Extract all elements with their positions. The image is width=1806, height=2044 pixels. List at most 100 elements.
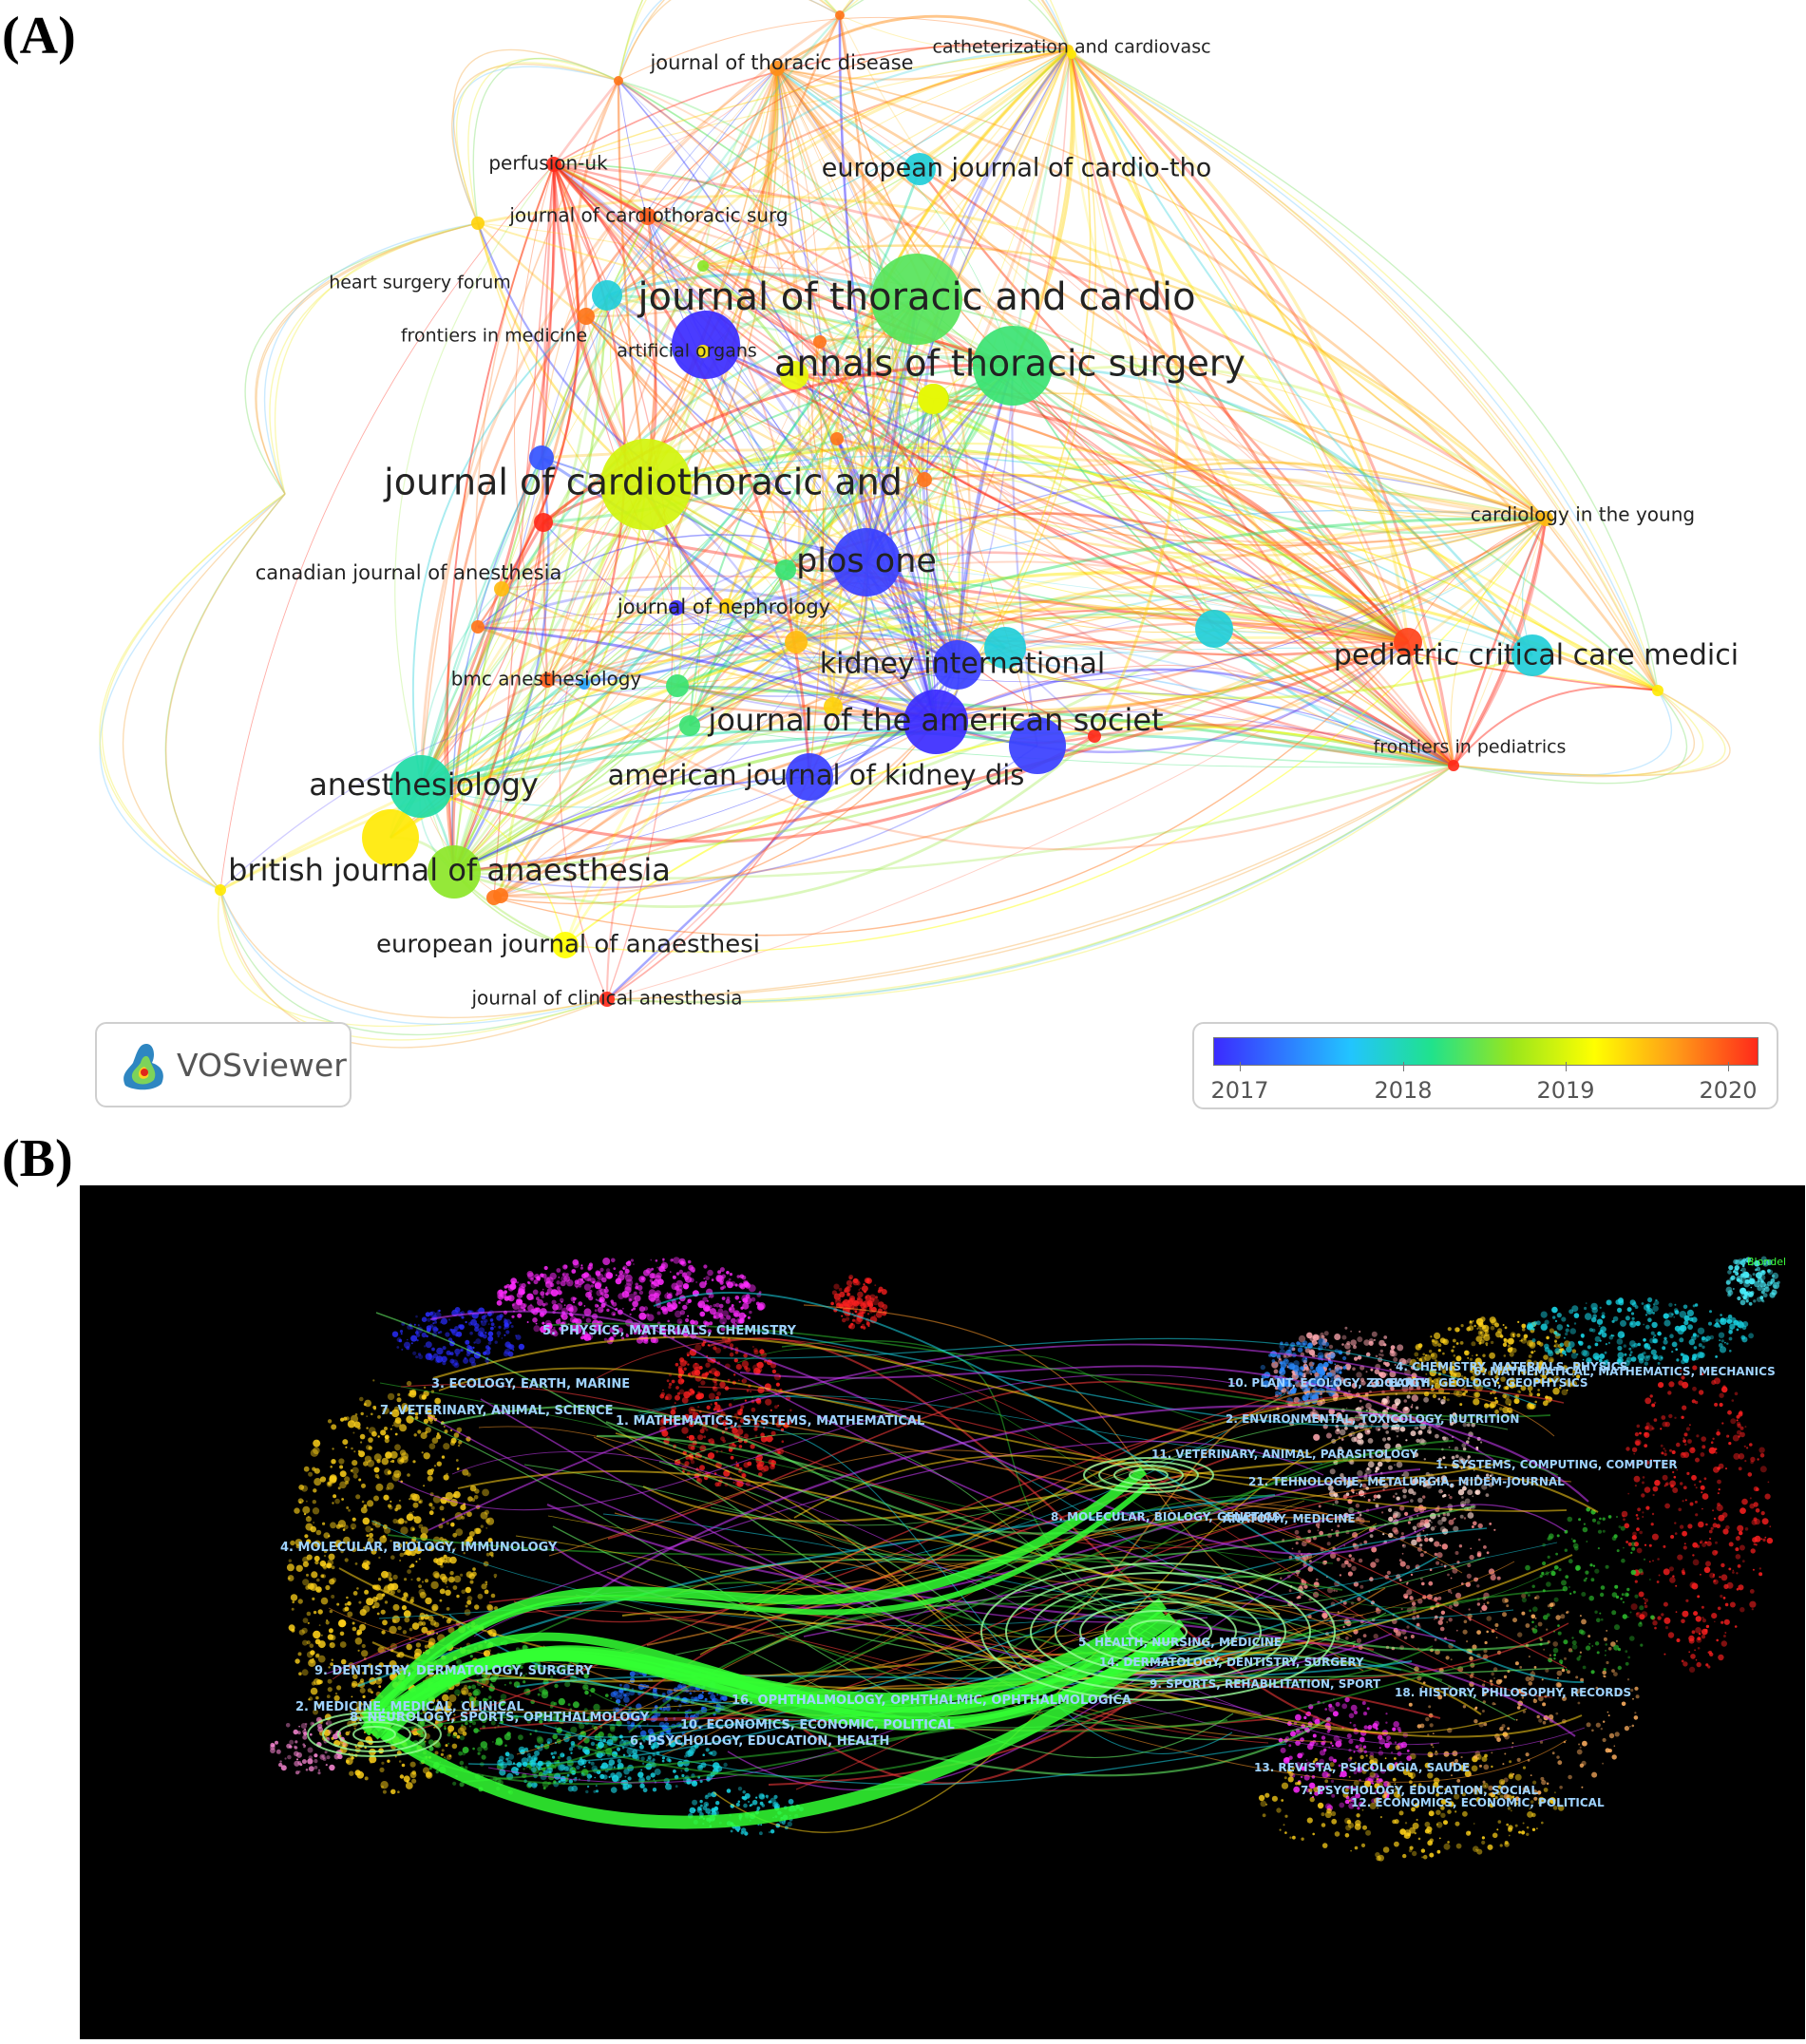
journal-node[interactable] <box>719 598 734 614</box>
journal-point <box>1682 1545 1687 1550</box>
journal-node[interactable] <box>552 932 579 958</box>
journal-node[interactable] <box>679 715 700 736</box>
journal-node[interactable] <box>1394 628 1422 656</box>
journal-node[interactable] <box>486 890 502 905</box>
journal-point <box>1710 1526 1714 1530</box>
journal-point <box>624 1775 627 1778</box>
journal-point <box>1565 1328 1569 1333</box>
journal-point <box>429 1619 437 1626</box>
journal-point <box>625 1333 628 1335</box>
journal-point <box>760 1824 763 1826</box>
journal-node[interactable] <box>1652 685 1663 696</box>
journal-node[interactable] <box>546 157 561 172</box>
journal-node[interactable] <box>830 432 844 445</box>
network-edges <box>99 0 1731 1049</box>
journal-point <box>436 1699 440 1703</box>
journal-node[interactable] <box>669 600 684 615</box>
journal-point <box>532 1672 535 1675</box>
network-edge <box>420 483 647 787</box>
journal-point <box>610 1692 617 1697</box>
journal-point <box>734 1351 739 1354</box>
journal-node[interactable] <box>1195 610 1233 648</box>
journal-point <box>1538 1342 1544 1347</box>
journal-node[interactable] <box>471 217 485 230</box>
journal-point <box>741 1380 744 1382</box>
network-edge <box>477 625 937 724</box>
journal-node[interactable] <box>672 311 740 379</box>
journal-node[interactable] <box>1009 717 1066 774</box>
journal-node[interactable] <box>471 620 485 634</box>
journal-node[interactable] <box>1088 729 1101 743</box>
journal-point <box>447 1626 455 1634</box>
journal-point <box>841 1315 844 1317</box>
journal-point <box>1599 1339 1602 1342</box>
journal-point <box>458 1751 463 1756</box>
network-edge <box>776 67 972 666</box>
journal-node[interactable] <box>903 153 936 185</box>
journal-point <box>1650 1523 1654 1526</box>
journal-point <box>330 1642 333 1645</box>
journal-node[interactable] <box>600 439 692 530</box>
journal-node[interactable] <box>696 345 710 358</box>
journal-node[interactable] <box>785 631 808 653</box>
journal-point <box>630 1298 632 1300</box>
journal-node[interactable] <box>697 260 709 272</box>
journal-node[interactable] <box>390 755 452 818</box>
journal-node[interactable] <box>1067 49 1076 59</box>
journal-node[interactable] <box>917 472 932 487</box>
journal-node[interactable] <box>494 581 509 596</box>
journal-point <box>618 1274 625 1281</box>
journal-node[interactable] <box>786 753 833 801</box>
journal-node[interactable] <box>362 809 419 866</box>
journal-point <box>1585 1302 1587 1304</box>
journal-point <box>1554 1348 1561 1354</box>
journal-node[interactable] <box>973 326 1053 406</box>
journal-node[interactable] <box>1448 760 1459 771</box>
journal-node[interactable] <box>666 674 689 697</box>
journal-node[interactable] <box>1511 634 1553 676</box>
journal-node[interactable] <box>579 678 590 690</box>
journal-node[interactable] <box>984 627 1026 669</box>
journal-point <box>331 1565 335 1570</box>
journal-point <box>1698 1343 1702 1348</box>
journal-node[interactable] <box>529 445 554 470</box>
journal-point <box>524 1747 528 1751</box>
journal-node[interactable] <box>871 254 962 345</box>
journal-point <box>312 1657 314 1660</box>
journal-node[interactable] <box>1538 511 1553 526</box>
journal-point <box>466 1511 472 1518</box>
journal-point <box>1526 1359 1531 1365</box>
journal-node[interactable] <box>832 528 901 596</box>
journal-node[interactable] <box>428 845 481 899</box>
journal-node[interactable] <box>639 208 656 225</box>
journal-point <box>1570 1380 1578 1388</box>
journal-node[interactable] <box>775 559 796 580</box>
journal-point <box>1472 1320 1474 1322</box>
journal-point <box>713 1408 716 1411</box>
journal-point <box>429 1324 434 1328</box>
journal-node[interactable] <box>599 992 615 1007</box>
journal-point <box>342 1439 349 1446</box>
journal-node[interactable] <box>835 10 845 20</box>
journal-node[interactable] <box>813 335 827 349</box>
journal-node[interactable] <box>903 690 968 754</box>
journal-point <box>1293 1360 1300 1367</box>
journal-node[interactable] <box>534 513 553 532</box>
journal-node[interactable] <box>592 280 622 311</box>
journal-node[interactable] <box>780 361 808 389</box>
journal-point <box>1642 1481 1644 1485</box>
network-edge <box>957 591 1533 666</box>
journal-node[interactable] <box>824 697 843 716</box>
journal-node[interactable] <box>614 76 623 85</box>
journal-point <box>1368 1340 1374 1346</box>
journal-node[interactable] <box>918 384 948 414</box>
journal-node[interactable] <box>540 672 555 688</box>
journal-node[interactable] <box>933 640 982 690</box>
journal-node[interactable] <box>215 884 226 896</box>
journal-point <box>404 1520 408 1524</box>
journal-point <box>848 1275 854 1279</box>
journal-node[interactable] <box>770 61 785 76</box>
journal-point <box>1652 1312 1655 1315</box>
journal-node[interactable] <box>578 308 595 325</box>
journal-point <box>656 1311 661 1315</box>
